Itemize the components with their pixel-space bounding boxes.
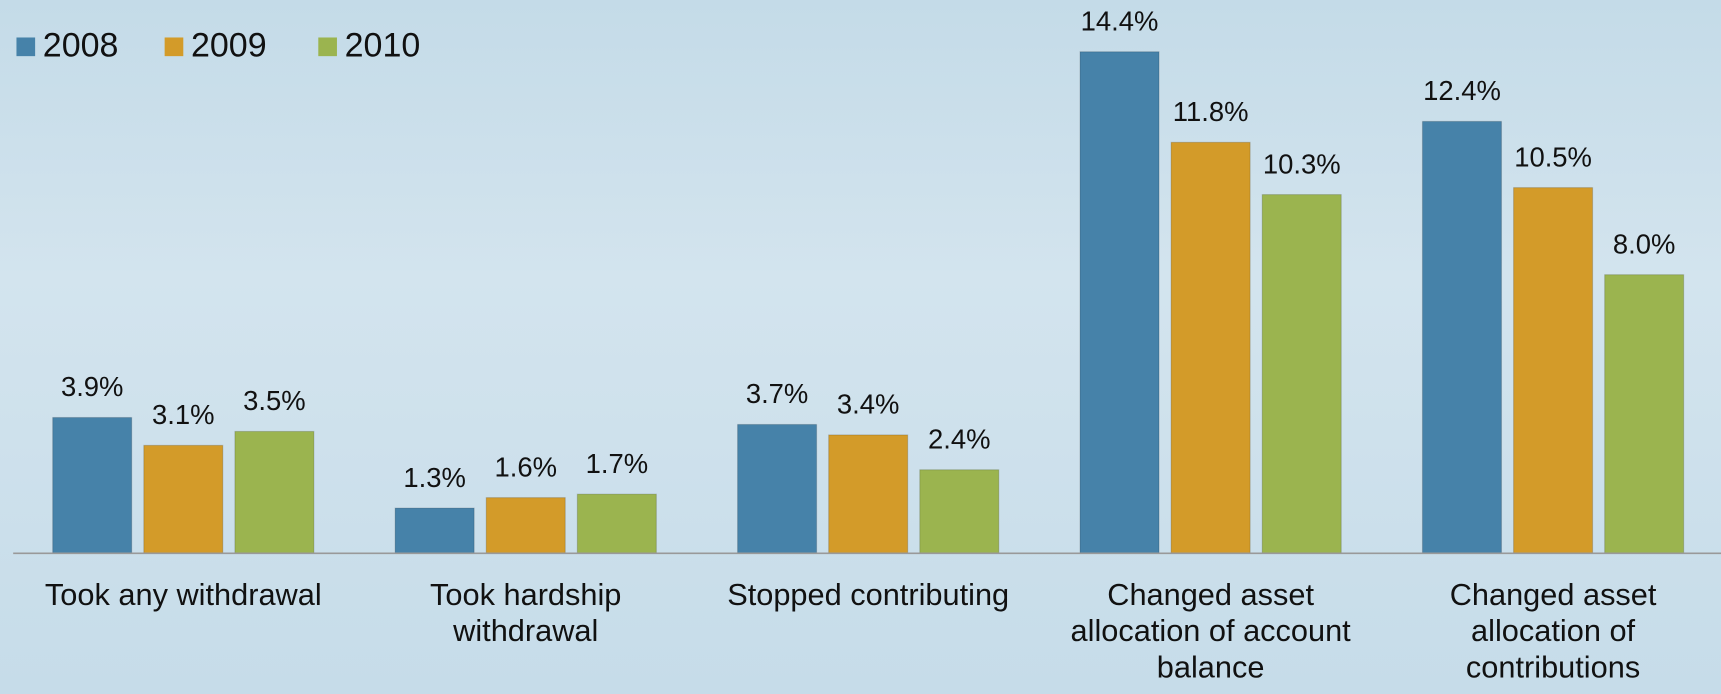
data-label: 1.6% [494,451,557,482]
bar [234,430,315,554]
bar [1170,141,1251,554]
x-tick-label: Stopped contributing [727,577,1010,612]
data-label: 8.0% [1613,228,1676,259]
legend-label: 2008 [43,26,119,64]
bar [52,416,133,554]
bar [143,444,224,554]
legend-swatch [16,37,36,57]
x-label-box: Took any withdrawal [44,577,322,612]
data-label: 11.8% [1173,96,1249,127]
bar [1513,187,1594,554]
data-label: 1.7% [586,448,649,479]
bar [485,497,566,554]
x-label-box: Changed asset allocation of contribution… [1449,577,1657,684]
bar [737,423,818,554]
x-tick-label: Changed asset allocation of account bala… [1070,577,1351,684]
data-label: 10.3% [1263,148,1341,179]
x-label-box: Took hardship withdrawal [430,577,622,648]
data-label: 3.5% [243,385,306,416]
bar [1421,120,1503,554]
data-label: 3.7% [746,378,809,409]
bar [394,507,475,554]
x-label-box: Changed asset allocation of account bala… [1070,577,1351,684]
bar [828,434,909,554]
bar [1604,274,1685,554]
data-label: 3.4% [837,389,900,420]
bar [1079,51,1160,554]
data-label: 3.9% [61,371,124,402]
data-label: 10.5% [1514,141,1592,172]
x-tick-label: Took any withdrawal [44,577,322,612]
legend-swatch [318,37,337,57]
data-label: 2.4% [928,423,991,454]
bar [1261,194,1342,554]
legend-label: 2009 [191,26,267,64]
data-label: 14.4% [1081,5,1159,36]
x-label-box: Stopped contributing [727,577,1010,612]
x-tick-label: Changed asset allocation of contribution… [1449,577,1657,684]
legend-swatch [164,37,184,57]
data-label: 12.4% [1423,75,1501,106]
x-tick-label: Took hardship withdrawal [430,577,622,648]
bar [919,469,1000,554]
bar [576,493,657,554]
data-label: 3.1% [152,399,215,430]
data-label: 1.3% [403,462,466,493]
legend-label: 2010 [345,26,421,64]
